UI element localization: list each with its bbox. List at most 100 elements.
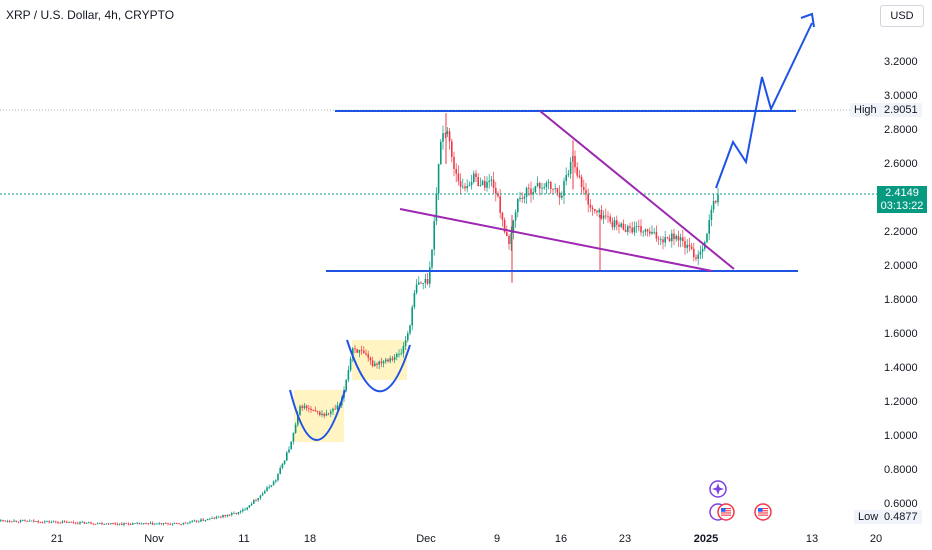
candle (228, 514, 231, 517)
candle (415, 279, 418, 295)
candle (418, 276, 420, 286)
candle (477, 173, 479, 187)
candle (156, 522, 158, 525)
candle (26, 520, 28, 522)
candle (536, 176, 539, 188)
candle (279, 465, 281, 475)
time-tick: 11 (238, 533, 250, 545)
symbol-title[interactable]: XRP / U.S. Dollar, 4h, CRYPTO (6, 8, 175, 22)
candle (710, 205, 713, 227)
cup-curve-2[interactable] (346, 339, 411, 393)
wedge-lower-line[interactable] (399, 208, 713, 272)
candle (336, 401, 339, 412)
candle (325, 409, 328, 417)
candle (101, 521, 103, 526)
candle (99, 522, 101, 525)
time-tick: Dec (416, 533, 436, 545)
candle (255, 498, 257, 502)
candle (512, 219, 515, 240)
projection-path[interactable] (715, 22, 813, 189)
candle (426, 272, 429, 286)
candle (602, 210, 605, 224)
candle (677, 230, 680, 248)
candle (22, 519, 24, 522)
candle (437, 163, 440, 201)
candle (649, 227, 651, 237)
candle (63, 520, 66, 523)
event-icon[interactable] (709, 480, 727, 498)
price-tick: 0.6000 (884, 497, 918, 510)
candle (354, 345, 356, 354)
candle (503, 217, 506, 234)
candle (367, 350, 369, 362)
candle (316, 410, 319, 415)
candle (345, 378, 347, 393)
candle (554, 183, 556, 194)
candle (697, 250, 699, 266)
candle (332, 407, 334, 415)
time-tick: Nov (144, 533, 164, 545)
candle (182, 522, 185, 526)
candle (686, 239, 688, 254)
candle (567, 169, 570, 178)
candle (376, 362, 378, 369)
candle (442, 125, 444, 150)
candle (530, 181, 532, 203)
candle (180, 524, 182, 526)
candle (250, 501, 253, 507)
candle (121, 522, 123, 526)
candle (24, 519, 26, 522)
wedge-upper-line[interactable] (539, 110, 735, 270)
currency-button[interactable]: USD (880, 5, 924, 27)
candle (46, 520, 48, 523)
candle (275, 479, 277, 484)
bar-countdown: 03:13:22 (880, 200, 924, 212)
candle (323, 412, 325, 419)
candle (305, 404, 308, 411)
price-tick: 1.6000 (884, 327, 918, 340)
time-tick: 18 (303, 533, 317, 545)
candle (294, 422, 297, 434)
candle (123, 522, 125, 527)
low-value: 0.4877 (880, 510, 922, 524)
candle (206, 518, 209, 521)
candle (176, 522, 178, 525)
candle (261, 491, 264, 496)
candle (673, 228, 675, 246)
candle (708, 214, 710, 241)
price-tick: 2.0000 (884, 259, 918, 272)
candle (609, 213, 611, 225)
candle (15, 520, 17, 523)
candle (653, 227, 655, 235)
candle (389, 355, 391, 364)
candle (149, 521, 152, 525)
us-flag-icon[interactable] (717, 503, 735, 521)
candle (402, 342, 405, 358)
cup-curve-1[interactable] (289, 389, 346, 441)
candle (514, 209, 517, 228)
candle (66, 520, 68, 523)
candle (600, 205, 603, 221)
candle (396, 352, 398, 361)
candle (52, 520, 55, 523)
candle (308, 404, 310, 413)
candle (68, 521, 70, 523)
candle (74, 522, 77, 525)
candle (140, 522, 143, 525)
candle (145, 522, 147, 525)
candle (655, 225, 658, 242)
candle (94, 523, 97, 525)
candle (671, 229, 673, 248)
candle (171, 523, 174, 527)
candle (105, 522, 108, 525)
current-price-box: 2.4149 03:13:22 (877, 186, 927, 213)
us-flag-icon[interactable] (754, 503, 772, 521)
candle (151, 521, 154, 526)
candle (574, 150, 576, 174)
candle (198, 520, 200, 523)
candle (187, 522, 189, 525)
candle (226, 514, 229, 518)
candle (400, 348, 402, 356)
time-tick: 21 (50, 533, 64, 545)
